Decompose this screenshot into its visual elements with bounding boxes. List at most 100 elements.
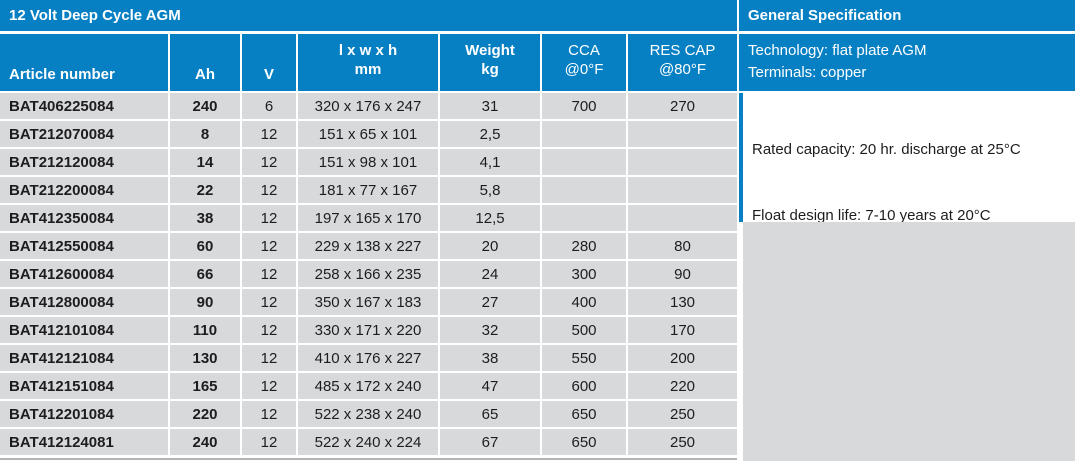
v-cell: 12 bbox=[242, 429, 296, 455]
header-cell-cca: CCA @0°F bbox=[542, 34, 626, 91]
ah-cell: 130 bbox=[170, 345, 240, 371]
weight-cell: 47 bbox=[440, 373, 540, 399]
cca-cell: 650 bbox=[542, 429, 626, 455]
res-cap-cell bbox=[628, 177, 737, 203]
cca-cell: 500 bbox=[542, 317, 626, 343]
cca-cell: 300 bbox=[542, 261, 626, 287]
dimensions-cell: 330 x 171 x 220 bbox=[298, 317, 438, 343]
ah-cell: 220 bbox=[170, 401, 240, 427]
header-sublabel: @0°F bbox=[564, 61, 604, 78]
table-title-bar: 12 Volt Deep Cycle AGM bbox=[0, 0, 737, 31]
header-label: Article number bbox=[9, 66, 115, 83]
weight-cell: 20 bbox=[440, 233, 540, 259]
res-cap-cell: 220 bbox=[628, 373, 737, 399]
v-cell: 12 bbox=[242, 317, 296, 343]
header-cell-weight: Weight kg bbox=[440, 34, 540, 91]
cca-cell: 280 bbox=[542, 233, 626, 259]
dimensions-cell: 151 x 98 x 101 bbox=[298, 149, 438, 175]
dimensions-cell: 181 x 77 x 167 bbox=[298, 177, 438, 203]
header-cell-article: Article number bbox=[0, 34, 168, 91]
cca-cell bbox=[542, 205, 626, 231]
res-cap-cell: 250 bbox=[628, 401, 737, 427]
dimensions-cell: 350 x 167 x 183 bbox=[298, 289, 438, 315]
ah-cell: 8 bbox=[170, 121, 240, 147]
article-cell: BAT212120084 bbox=[0, 149, 168, 175]
weight-cell: 38 bbox=[440, 345, 540, 371]
cca-cell bbox=[542, 149, 626, 175]
ah-cell: 240 bbox=[170, 429, 240, 455]
article-cell: BAT412124081 bbox=[0, 429, 168, 455]
res-cap-cell: 90 bbox=[628, 261, 737, 287]
spec-line: Float design life: 7-10 years at 20°C bbox=[752, 207, 991, 224]
article-cell: BAT406225084 bbox=[0, 93, 168, 119]
dimensions-cell: 197 x 165 x 170 bbox=[298, 205, 438, 231]
dimensions-cell: 320 x 176 x 247 bbox=[298, 93, 438, 119]
weight-cell: 5,8 bbox=[440, 177, 540, 203]
ah-cell: 38 bbox=[170, 205, 240, 231]
res-cap-cell: 170 bbox=[628, 317, 737, 343]
header-cell-v: V bbox=[242, 34, 296, 91]
dimensions-cell: 258 x 166 x 235 bbox=[298, 261, 438, 287]
header-label: l x w x h bbox=[338, 42, 398, 59]
ah-cell: 90 bbox=[170, 289, 240, 315]
cca-cell: 400 bbox=[542, 289, 626, 315]
article-cell: BAT412800084 bbox=[0, 289, 168, 315]
article-cell: BAT412350084 bbox=[0, 205, 168, 231]
res-cap-cell: 200 bbox=[628, 345, 737, 371]
dimensions-cell: 485 x 172 x 240 bbox=[298, 373, 438, 399]
header-label: Weight bbox=[465, 42, 515, 59]
weight-cell: 31 bbox=[440, 93, 540, 119]
article-cell: BAT412101084 bbox=[0, 317, 168, 343]
dimensions-cell: 410 x 176 x 227 bbox=[298, 345, 438, 371]
dimensions-cell: 522 x 240 x 224 bbox=[298, 429, 438, 455]
res-cap-cell: 130 bbox=[628, 289, 737, 315]
article-cell: BAT412550084 bbox=[0, 233, 168, 259]
header-label: RES CAP bbox=[649, 42, 716, 59]
ah-cell: 165 bbox=[170, 373, 240, 399]
header-sublabel: kg bbox=[481, 61, 499, 78]
technology-line: Technology: flat plate AGM bbox=[748, 42, 927, 59]
product-table: 12 Volt Deep Cycle AGM Article number Ah V… bbox=[0, 0, 737, 460]
weight-cell: 65 bbox=[440, 401, 540, 427]
res-cap-cell bbox=[628, 149, 737, 175]
dimensions-cell: 229 x 138 x 227 bbox=[298, 233, 438, 259]
v-cell: 6 bbox=[242, 93, 296, 119]
general-spec-panel: General Specification Technology: flat p… bbox=[739, 0, 1075, 461]
terminals-line: Terminals: copper bbox=[748, 64, 867, 81]
v-cell: 12 bbox=[242, 205, 296, 231]
header-cell-dimensions: l x w x h mm bbox=[298, 34, 438, 91]
cca-cell: 650 bbox=[542, 401, 626, 427]
dimensions-cell: 522 x 238 x 240 bbox=[298, 401, 438, 427]
cca-cell bbox=[542, 177, 626, 203]
ah-cell: 66 bbox=[170, 261, 240, 287]
res-cap-cell: 250 bbox=[628, 429, 737, 455]
spec-line: Rated capacity: 20 hr. discharge at 25°C bbox=[752, 141, 1021, 158]
cca-cell: 550 bbox=[542, 345, 626, 371]
v-cell: 12 bbox=[242, 121, 296, 147]
header-cell-ah: Ah bbox=[170, 34, 240, 91]
v-cell: 12 bbox=[242, 345, 296, 371]
v-cell: 12 bbox=[242, 401, 296, 427]
dimensions-cell: 151 x 65 x 101 bbox=[298, 121, 438, 147]
article-cell: BAT212070084 bbox=[0, 121, 168, 147]
res-cap-cell bbox=[628, 205, 737, 231]
header-label: CCA bbox=[568, 42, 600, 59]
ah-cell: 110 bbox=[170, 317, 240, 343]
article-cell: BAT412600084 bbox=[0, 261, 168, 287]
ah-cell: 240 bbox=[170, 93, 240, 119]
ah-cell: 22 bbox=[170, 177, 240, 203]
cca-cell: 600 bbox=[542, 373, 626, 399]
weight-cell: 24 bbox=[440, 261, 540, 287]
res-cap-cell: 80 bbox=[628, 233, 737, 259]
ah-cell: 60 bbox=[170, 233, 240, 259]
res-cap-cell bbox=[628, 121, 737, 147]
v-cell: 12 bbox=[242, 149, 296, 175]
res-cap-cell: 270 bbox=[628, 93, 737, 119]
header-sublabel: @80°F bbox=[658, 61, 707, 78]
header-label: V bbox=[263, 66, 274, 83]
cca-cell bbox=[542, 121, 626, 147]
tech-info-band: Technology: flat plate AGM Terminals: co… bbox=[739, 34, 1075, 91]
weight-cell: 4,1 bbox=[440, 149, 540, 175]
